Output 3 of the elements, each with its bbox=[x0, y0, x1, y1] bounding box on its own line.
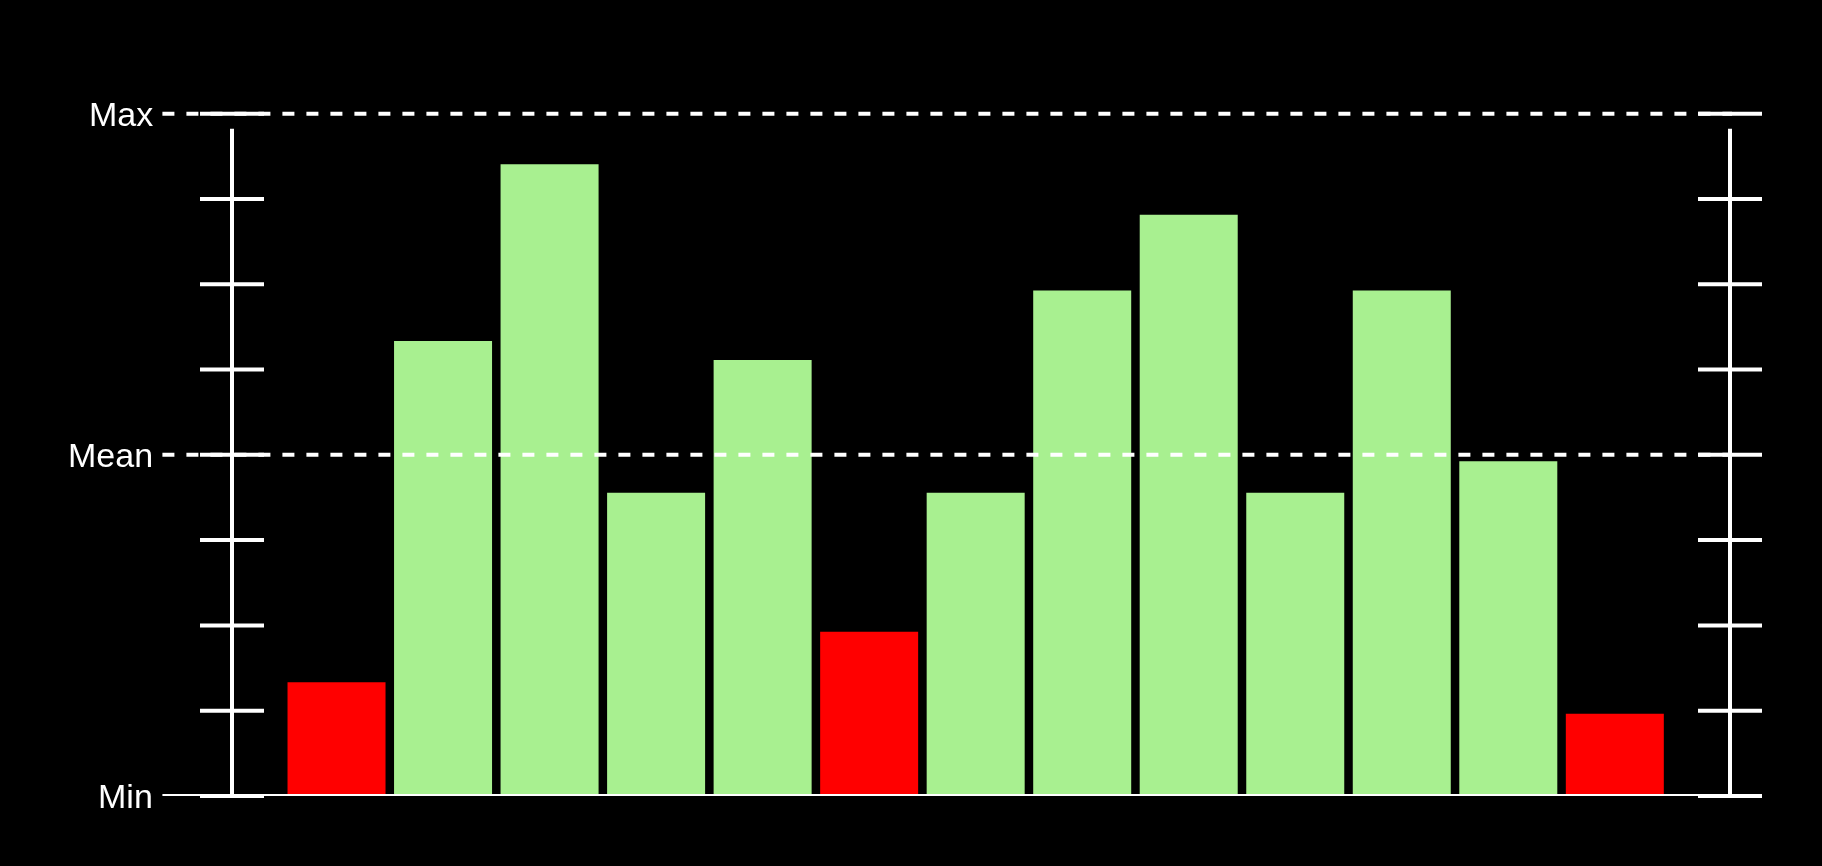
ref-line-label: Min bbox=[98, 777, 153, 815]
ref-line-label: Mean bbox=[68, 436, 154, 474]
ref-line-label: Max bbox=[89, 95, 154, 133]
